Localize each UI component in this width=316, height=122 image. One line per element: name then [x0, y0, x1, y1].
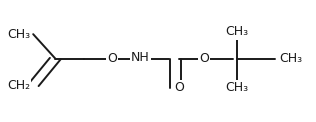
- Text: NH: NH: [131, 51, 150, 64]
- Text: O: O: [199, 52, 209, 65]
- Text: CH₂: CH₂: [7, 79, 30, 92]
- Text: CH₃: CH₃: [280, 52, 303, 65]
- Text: O: O: [174, 81, 184, 94]
- Text: O: O: [107, 52, 117, 65]
- Text: CH₃: CH₃: [7, 28, 30, 41]
- Text: CH₃: CH₃: [225, 25, 249, 38]
- Text: CH₃: CH₃: [225, 81, 249, 94]
